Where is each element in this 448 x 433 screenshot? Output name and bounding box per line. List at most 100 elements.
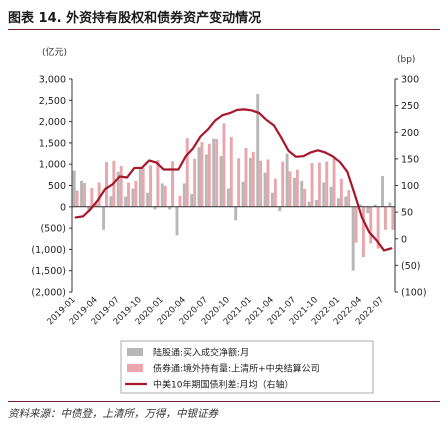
bar-bond-connect (391, 206, 395, 230)
bar-stock-connect (109, 196, 113, 207)
bar-stock-connect (344, 196, 348, 207)
bar-bond-connect (310, 162, 314, 207)
bar-bond-connect (317, 162, 321, 207)
bar-bond-connect (119, 165, 123, 207)
right-axis-tick-label: 100 (401, 181, 419, 192)
bar-stock-connect (131, 188, 135, 207)
bar-stock-connect (388, 202, 392, 207)
bar-stock-connect (248, 157, 252, 207)
right-axis-tick-label: (100) (401, 288, 427, 299)
right-axis-tick-label: 0 (401, 234, 407, 245)
bar-stock-connect (373, 204, 377, 207)
bar-stock-connect (182, 183, 186, 207)
bar-stock-connect (256, 93, 260, 207)
bar-bond-connect (215, 139, 219, 207)
bar-stock-connect (226, 188, 230, 207)
line-layer (74, 108, 393, 252)
bar-bond-connect (339, 178, 343, 207)
bar-stock-connect (212, 138, 216, 207)
left-axis-tick-label: 500 (48, 181, 66, 192)
bar-bond-connect (178, 195, 182, 207)
legend-swatch (127, 348, 143, 356)
bar-bond-connect (200, 142, 204, 207)
bar-bond-connect (97, 182, 101, 207)
left-axis-tick-label: (1,500) (31, 266, 66, 277)
bar-stock-connect (219, 156, 223, 207)
source-divider (8, 401, 440, 402)
bar-stock-connect (314, 199, 318, 207)
bar-bond-connect (207, 143, 211, 207)
bar-bond-connect (83, 182, 86, 207)
left-axis-tick-label: (2,000) (31, 288, 66, 299)
bar-stock-connect (278, 206, 282, 212)
bar-stock-connect (190, 194, 194, 207)
source-note: 资料来源：中债登，上清所，万得，中银证券 (8, 408, 218, 420)
bar-bond-connect (237, 158, 241, 207)
left-axis-tick-label: 2,500 (39, 96, 66, 107)
bar-bond-connect (369, 206, 373, 244)
bar-bond-connect (141, 168, 145, 207)
left-axis-unit: (亿元) (42, 46, 67, 58)
bar-stock-connect (168, 206, 172, 210)
bar-bond-connect (325, 161, 329, 207)
bar-bond-connect (281, 161, 285, 207)
title-divider (8, 29, 440, 30)
legend-label: 陆股通:买入成交净额:月 (153, 347, 249, 359)
legend-label: 中美10年期国债利差:月均（右轴） (153, 379, 294, 391)
bar-bond-connect (303, 188, 307, 207)
bar-stock-connect (175, 206, 179, 236)
bar-stock-connect (116, 171, 120, 207)
left-axis-tick-label: (1,000) (31, 245, 66, 256)
bar-bond-connect (75, 190, 79, 207)
bar-bond-connect (171, 161, 175, 207)
bar-bond-connect (354, 206, 358, 243)
bar-stock-connect (359, 204, 362, 207)
bar-bond-connect (244, 148, 248, 207)
bar-stock-connect (381, 176, 384, 207)
bar-stock-connect (153, 206, 157, 210)
bar-stock-connect (197, 147, 201, 207)
left-axis-tick-label: 1,500 (39, 138, 66, 149)
bar-bond-connect (156, 159, 160, 207)
right-axis-tick-label: (50) (401, 261, 421, 272)
bar-bond-connect (288, 171, 292, 207)
bar-bond-connect (127, 182, 130, 207)
bar-stock-connect (270, 192, 274, 207)
right-axis-tick-label: 250 (401, 101, 419, 112)
bar-stock-connect (307, 201, 311, 207)
bar-stock-connect (366, 206, 370, 214)
bar-bond-connect (332, 158, 336, 207)
right-axis-tick-label: 50 (401, 208, 413, 219)
legend-box (120, 340, 374, 394)
bar-bond-connect (347, 190, 351, 207)
bar-stock-connect (285, 153, 289, 207)
bar-stock-connect (94, 203, 98, 207)
bar-bond-connect (361, 206, 365, 258)
left-axis-tick-label: 3,000 (39, 75, 66, 86)
bar-bond-connect (222, 123, 226, 207)
bar-bond-connect (376, 206, 380, 249)
left-axis-tick-label: 1,000 (39, 160, 66, 171)
bar-bond-connect (193, 158, 197, 207)
bar-stock-connect (72, 170, 76, 207)
bar-stock-connect (80, 180, 84, 207)
bar-stock-connect (138, 167, 142, 207)
bar-stock-connect (160, 183, 164, 207)
bar-bond-connect (134, 180, 138, 207)
bar-stock-connect (146, 192, 150, 207)
bar-stock-connect (329, 186, 333, 207)
bar-bond-connect (251, 151, 255, 207)
bar-stock-connect (124, 196, 128, 207)
bars-layer (72, 93, 395, 271)
bar-bond-connect (105, 162, 108, 207)
left-axis-tick-label: 2,000 (39, 117, 66, 128)
right-axis-unit: (bp) (397, 55, 415, 65)
bar-bond-connect (229, 136, 233, 207)
bar-bond-connect (383, 206, 387, 230)
bar-bond-connect (90, 188, 94, 207)
bar-stock-connect (102, 206, 106, 230)
left-axis-tick-label: (500) (40, 224, 66, 235)
bar-bond-connect (273, 178, 277, 207)
bar-bond-connect (163, 185, 167, 207)
